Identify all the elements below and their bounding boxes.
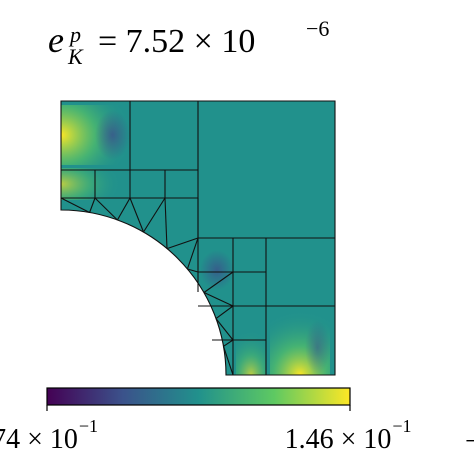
colorbar	[46, 387, 351, 406]
title-value: = 7.52 × 10	[98, 23, 255, 60]
title-subscript: K	[67, 44, 84, 69]
extra-label: −	[465, 426, 474, 457]
title-symbol: e	[48, 20, 64, 60]
tick-label: 74 × 10	[0, 424, 78, 455]
mesh	[60, 100, 336, 376]
tick-exponent: −1	[392, 416, 411, 436]
title-superscript: p	[68, 22, 81, 47]
tick-exponent: −1	[79, 416, 98, 436]
tick-label: 1.46 × 10	[285, 424, 392, 455]
title-exponent: −6	[306, 16, 329, 41]
